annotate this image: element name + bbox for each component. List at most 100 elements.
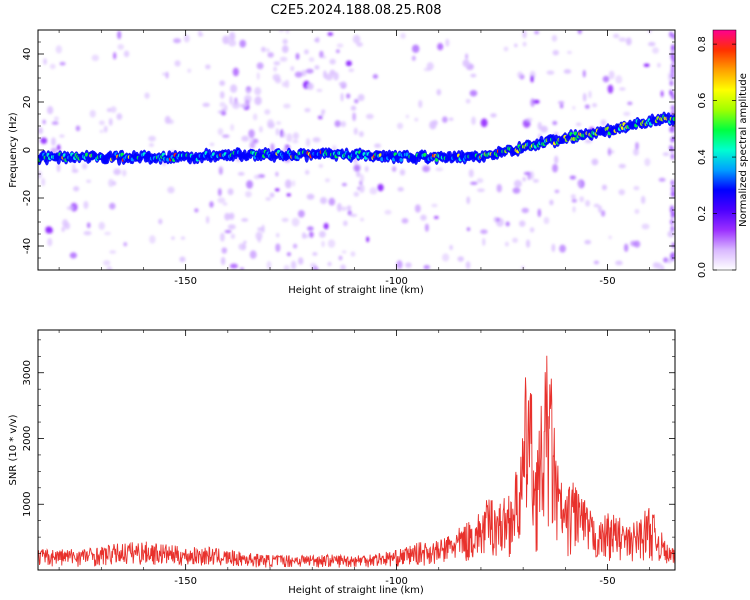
noise-speck	[319, 50, 324, 59]
noise-speck	[512, 187, 521, 194]
noise-speck	[618, 189, 626, 196]
noise-speck	[167, 186, 175, 194]
noise-speck	[411, 55, 416, 61]
noise-speck	[422, 165, 431, 173]
noise-speck	[220, 256, 226, 266]
noise-speck	[316, 88, 323, 92]
noise-speck	[518, 220, 526, 227]
noise-speck	[222, 134, 230, 138]
noise-speck	[359, 173, 365, 183]
noise-speck	[670, 185, 675, 192]
noise-speck	[570, 194, 576, 200]
noise-speck	[670, 44, 675, 51]
noise-speck	[265, 197, 271, 201]
noise-speck	[353, 127, 358, 135]
noise-speck	[264, 109, 271, 115]
noise-speck	[308, 57, 315, 62]
noise-speck	[294, 71, 303, 78]
noise-speck	[179, 256, 186, 263]
noise-speck	[525, 117, 533, 122]
noise-speck	[559, 103, 564, 109]
noise-speck	[312, 252, 318, 256]
noise-speck	[671, 33, 675, 40]
noise-speck	[660, 90, 664, 98]
noise-speck	[72, 163, 76, 170]
noise-speck	[275, 171, 279, 177]
noise-speck	[230, 84, 238, 93]
noise-speck	[597, 205, 603, 213]
noise-speck	[352, 112, 356, 122]
noise-speck	[301, 69, 307, 77]
chart-title: C2E5.2024.188.08.25.R08	[270, 3, 441, 18]
noise-speck	[584, 239, 592, 245]
noise-speck	[243, 240, 247, 244]
noise-speck	[224, 229, 232, 234]
noise-speck	[532, 179, 539, 183]
noise-speck	[86, 179, 92, 183]
noise-speck	[321, 109, 326, 114]
snr-panel: -150 -100 -50 1000 2000 3000 Height of straig…	[8, 329, 676, 596]
noise-speck	[117, 43, 125, 50]
noise-speck	[551, 243, 556, 253]
noise-speck	[476, 188, 485, 193]
noise-speck	[237, 172, 245, 176]
noise-speck	[623, 243, 629, 252]
noise-speck	[530, 98, 535, 107]
noise-speck	[469, 89, 478, 97]
noise-speck	[64, 222, 71, 230]
noise-speck	[46, 106, 54, 115]
noise-speck	[73, 186, 80, 192]
noise-speck	[281, 45, 289, 54]
noise-speck	[593, 260, 600, 265]
noise-speck	[312, 137, 321, 143]
noise-speck	[549, 199, 554, 206]
noise-speck	[283, 103, 291, 109]
noise-speck	[366, 236, 370, 243]
noise-speck	[103, 125, 108, 133]
noise-speck	[384, 209, 392, 215]
noise-speck	[353, 191, 360, 197]
noise-speck	[356, 42, 363, 47]
noise-speck	[306, 193, 315, 200]
noise-speck	[671, 135, 675, 142]
noise-speck	[230, 233, 236, 239]
noise-speck	[552, 120, 558, 126]
noise-speck	[643, 63, 650, 67]
noise-speck	[59, 61, 66, 66]
noise-speck	[217, 188, 222, 197]
noise-speck	[254, 96, 262, 106]
noise-speck	[634, 208, 640, 214]
noise-speck	[618, 37, 627, 42]
noise-speck	[424, 223, 429, 232]
noise-speck	[552, 163, 558, 173]
noise-speck	[53, 116, 59, 122]
ridge-cell	[672, 117, 675, 122]
noise-speck	[448, 117, 454, 121]
noise-speck	[253, 174, 261, 180]
noise-speck	[396, 122, 404, 130]
noise-speck	[305, 68, 314, 74]
y-tick-label: 20	[22, 96, 33, 109]
noise-speck	[563, 69, 572, 74]
noise-speck	[527, 171, 531, 181]
noise-speck	[429, 120, 437, 130]
noise-speck	[593, 203, 600, 208]
noise-speck	[91, 54, 100, 62]
noise-speck	[116, 113, 123, 120]
noise-speck	[335, 49, 340, 54]
ridge-cell	[423, 152, 427, 157]
noise-speck	[98, 120, 105, 126]
noise-speck	[42, 119, 46, 125]
noise-speck	[255, 231, 263, 241]
noise-speck	[224, 212, 231, 221]
noise-speck	[608, 70, 615, 80]
noise-speck	[292, 243, 298, 249]
noise-speck	[569, 175, 576, 180]
noise-speck	[670, 179, 675, 186]
noise-speck	[327, 261, 332, 267]
noise-speck	[322, 55, 326, 59]
noise-speck	[256, 62, 264, 70]
noise-speck	[283, 264, 290, 270]
noise-speck	[350, 251, 356, 257]
